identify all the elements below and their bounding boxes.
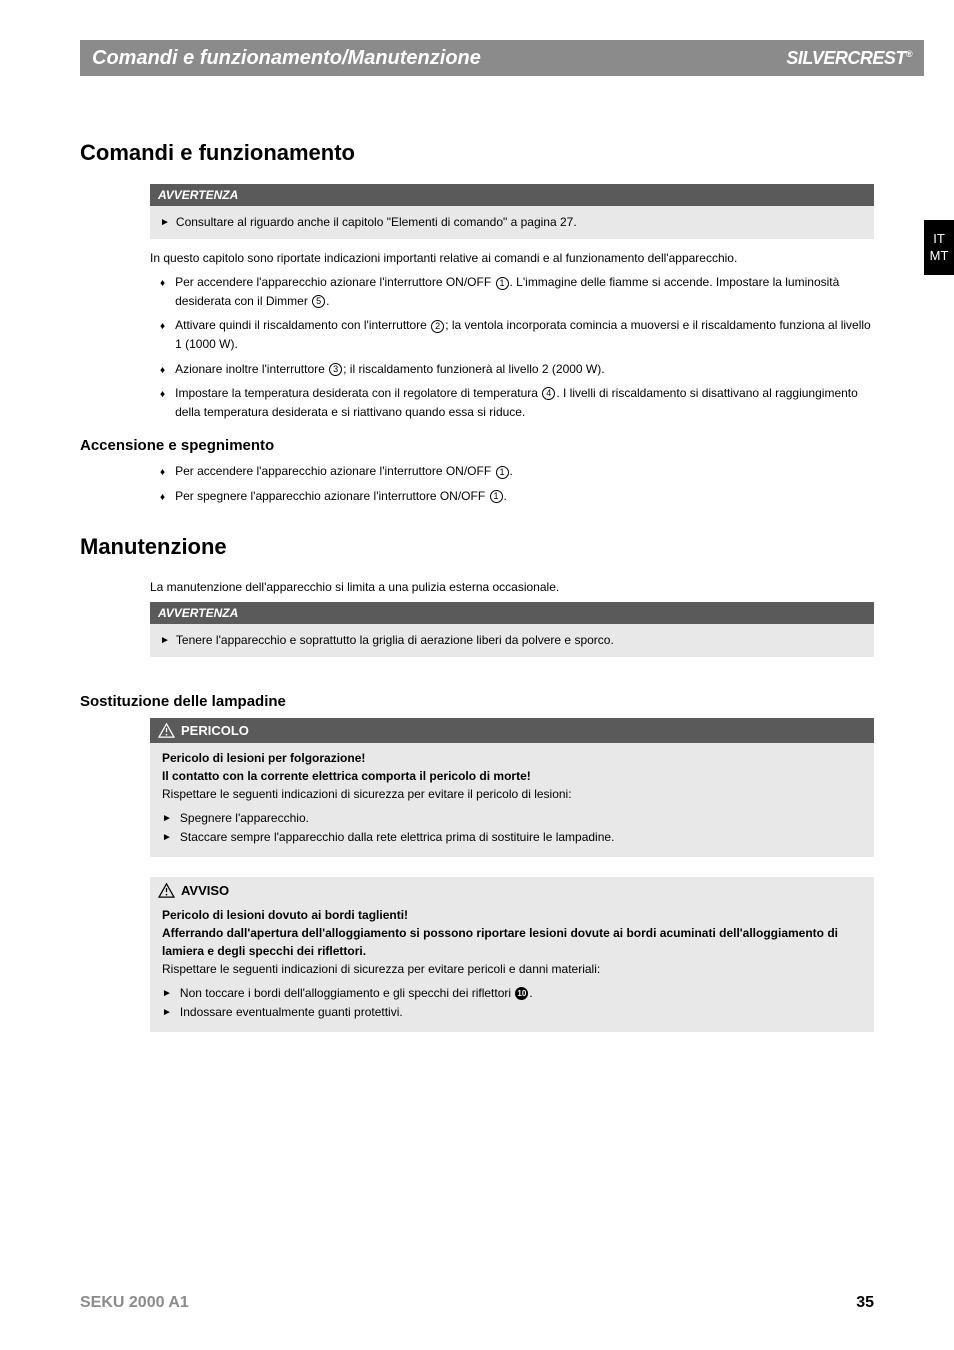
bullet-text: Attivare quindi il riscaldamento con l'i… [175, 316, 874, 353]
ref-4: 4 [542, 387, 555, 400]
bullet-text: Per spegnere l'apparecchio azionare l'in… [175, 487, 507, 506]
pericolo-list: ► Spegnere l'apparecchio. ► Staccare sem… [162, 809, 862, 847]
sec3-intro: La manutenzione dell'apparecchio si limi… [150, 578, 874, 596]
list-item: ♦ Per accendere l'apparecchio azionare l… [150, 273, 874, 310]
section4-title: Sostituzione delle lampadine [80, 693, 874, 710]
footer-page: 35 [856, 1294, 874, 1312]
list-item: ► Indossare eventualmente guanti protett… [162, 1003, 862, 1022]
ref-2: 2 [431, 320, 444, 333]
brand-reg: ® [906, 49, 912, 59]
avvertenza-body-1: ► Consultare al riguardo anche il capito… [150, 206, 874, 239]
arrow-icon: ► [162, 830, 172, 847]
avvertenza-header-1: AVVERTENZA [150, 184, 874, 206]
warning-triangle-icon [158, 883, 175, 898]
warning-triangle-icon [158, 723, 175, 738]
avviso-header: AVVISO [150, 877, 874, 900]
avvertenza-text-1: Consultare al riguardo anche il capitolo… [176, 213, 577, 232]
diamond-icon: ♦ [160, 490, 165, 506]
pericolo-a2: Staccare sempre l'apparecchio dalla rete… [180, 828, 615, 847]
pericolo-bold1: Pericolo di lesioni per folgorazione! [162, 749, 862, 767]
pericolo-a1: Spegnere l'apparecchio. [180, 809, 309, 828]
ref-1: 1 [496, 466, 509, 479]
page-footer: SEKU 2000 A1 35 [80, 1294, 874, 1312]
sec2-bullets: ♦ Per accendere l'apparecchio azionare l… [150, 462, 874, 505]
avvertenza-body-2: ► Tenere l'apparecchio e soprattutto la … [150, 624, 874, 657]
diamond-icon: ♦ [160, 387, 165, 421]
avvertenza-text-2: Tenere l'apparecchio e soprattutto la gr… [176, 631, 614, 650]
section2-title: Accensione e spegnimento [80, 437, 874, 454]
arrow-icon: ► [162, 811, 172, 828]
lang-it: IT [933, 231, 945, 248]
bullet-text: Per accendere l'apparecchio azionare l'i… [175, 273, 874, 310]
ref-1: 1 [496, 277, 509, 290]
list-item: ♦ Impostare la temperatura desiderata co… [150, 384, 874, 421]
ref-5: 5 [312, 295, 325, 308]
avviso-list: ► Non toccare i bordi dell'alloggiamento… [162, 984, 862, 1022]
list-item: ♦ Per accendere l'apparecchio azionare l… [150, 462, 874, 481]
avviso-a1: Non toccare i bordi dell'alloggiamento e… [180, 984, 533, 1003]
avvertenza-header-2: AVVERTENZA [150, 602, 874, 624]
diamond-icon: ♦ [160, 319, 165, 353]
brand-crest: CREST [847, 48, 906, 68]
ref-10: 10 [515, 987, 528, 1000]
avviso-body: Pericolo di lesioni dovuto ai bordi tagl… [150, 900, 874, 1022]
avvertenza-box-1: AVVERTENZA ► Consultare al riguardo anch… [150, 184, 874, 239]
arrow-icon: ► [160, 633, 170, 650]
header-title: Comandi e funzionamento/Manutenzione [92, 47, 481, 70]
pericolo-label: PERICOLO [181, 723, 249, 738]
arrow-icon: ► [160, 215, 170, 232]
avvertenza-box-2: AVVERTENZA ► Tenere l'apparecchio e sopr… [150, 602, 874, 657]
list-item: ► Staccare sempre l'apparecchio dalla re… [162, 828, 862, 847]
section1-title: Comandi e funzionamento [80, 140, 874, 166]
pericolo-box: PERICOLO Pericolo di lesioni per folgora… [150, 718, 874, 857]
footer-model: SEKU 2000 A1 [80, 1294, 189, 1312]
bullet-text: Impostare la temperatura desiderata con … [175, 384, 874, 421]
pericolo-text: Rispettare le seguenti indicazioni di si… [162, 785, 862, 803]
avviso-box: AVVISO Pericolo di lesioni dovuto ai bor… [150, 877, 874, 1032]
list-item: ♦ Per spegnere l'apparecchio azionare l'… [150, 487, 874, 506]
list-item: ► Non toccare i bordi dell'alloggiamento… [162, 984, 862, 1003]
ref-1: 1 [490, 490, 503, 503]
brand-logo: SILVERCREST® [786, 48, 912, 69]
pericolo-header: PERICOLO [150, 718, 874, 743]
diamond-icon: ♦ [160, 276, 165, 310]
avviso-bold2: Afferrando dall'apertura dell'alloggiame… [162, 924, 862, 960]
sec1-intro: In questo capitolo sono riportate indica… [150, 249, 874, 267]
sec1-bullets: ♦ Per accendere l'apparecchio azionare l… [150, 273, 874, 421]
avviso-text: Rispettare le seguenti indicazioni di si… [162, 960, 862, 978]
list-item: ♦ Azionare inoltre l'interruttore 3; il … [150, 360, 874, 379]
list-item: ♦ Attivare quindi il riscaldamento con l… [150, 316, 874, 353]
avviso-bold1: Pericolo di lesioni dovuto ai bordi tagl… [162, 906, 862, 924]
brand-silver: SILVER [786, 48, 847, 68]
avviso-label: AVVISO [181, 883, 229, 898]
bullet-text: Azionare inoltre l'interruttore 3; il ri… [175, 360, 604, 379]
list-item: ► Spegnere l'apparecchio. [162, 809, 862, 828]
arrow-icon: ► [162, 986, 172, 1003]
pericolo-body: Pericolo di lesioni per folgorazione! Il… [150, 743, 874, 847]
diamond-icon: ♦ [160, 465, 165, 481]
header-bar: Comandi e funzionamento/Manutenzione SIL… [80, 40, 924, 76]
page-content: Comandi e funzionamento AVVERTENZA ► Con… [80, 140, 874, 1032]
pericolo-bold2: Il contatto con la corrente elettrica co… [162, 767, 862, 785]
arrow-icon: ► [162, 1005, 172, 1022]
bullet-text: Per accendere l'apparecchio azionare l'i… [175, 462, 513, 481]
ref-3: 3 [329, 363, 342, 376]
avviso-a2: Indossare eventualmente guanti protettiv… [180, 1003, 403, 1022]
section3-title: Manutenzione [80, 534, 874, 560]
language-tab: IT MT [924, 220, 954, 275]
lang-mt: MT [930, 248, 949, 265]
diamond-icon: ♦ [160, 363, 165, 379]
